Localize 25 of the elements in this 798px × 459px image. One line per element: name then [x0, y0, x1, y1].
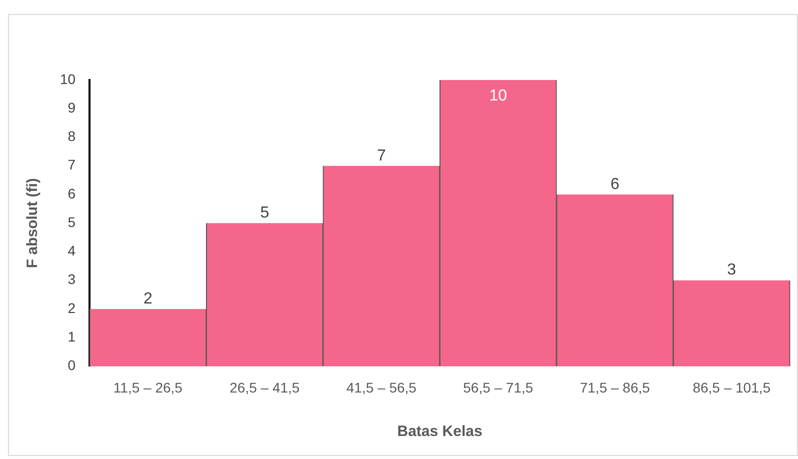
x-tick-label: 11,5 – 26,5 — [113, 379, 183, 396]
y-tick-label: 0 — [68, 357, 76, 374]
y-axis-title: F absolut (fi) — [24, 178, 42, 268]
data-label: 6 — [610, 176, 620, 193]
y-tick-label: 5 — [68, 214, 76, 230]
x-tick-label: 71,5 – 86,5 — [580, 379, 650, 396]
x-tick-label: 26,5 – 41,5 — [230, 379, 300, 396]
x-tick-label: 56,5 – 71,5 — [463, 379, 534, 396]
y-tick-label: 4 — [68, 242, 76, 259]
y-tick-label: 1 — [68, 328, 76, 344]
x-tick-label: 41,5 – 56,5 — [346, 379, 417, 396]
y-tick-label: 2 — [68, 300, 76, 316]
data-label: 10 — [489, 87, 508, 104]
data-label: 3 — [727, 262, 736, 279]
data-label: 5 — [260, 204, 270, 222]
y-tick-label: 7 — [68, 156, 76, 173]
y-tick-label: 8 — [68, 128, 76, 144]
x-tick-label: 86,5 – 101,5 — [692, 379, 771, 396]
y-tick-label: 3 — [68, 271, 76, 288]
data-label: 2 — [143, 290, 152, 308]
y-tick-label: 10 — [60, 70, 76, 87]
y-tick-label: 6 — [68, 185, 76, 202]
data-label: 7 — [376, 147, 386, 164]
x-axis-title: Batas Kelas — [397, 423, 482, 440]
y-tick-label: 9 — [68, 99, 76, 116]
